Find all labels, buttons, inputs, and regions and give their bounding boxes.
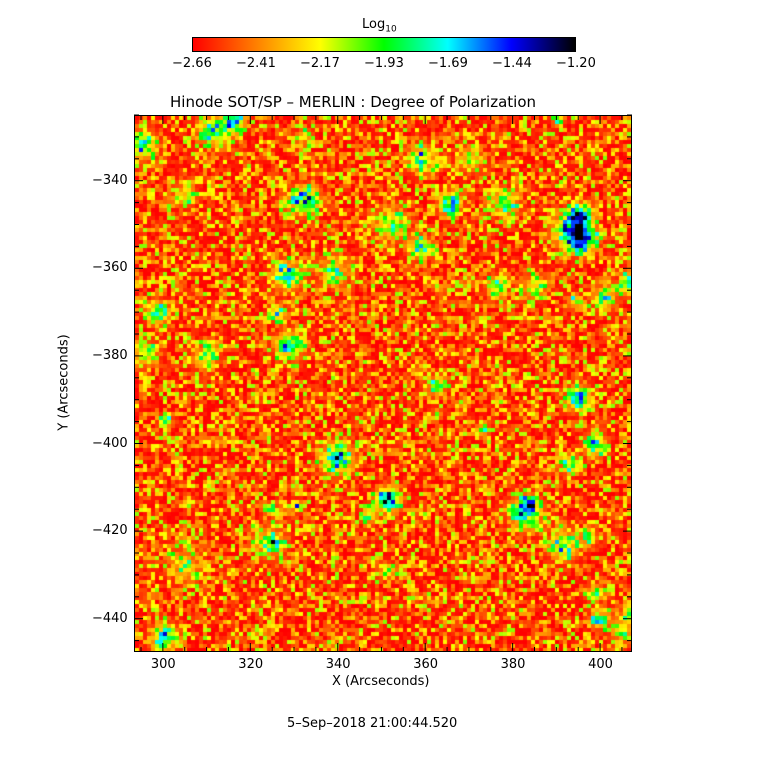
y-axis-label: Y (Arcseconds) xyxy=(56,334,72,431)
x-tick-label: 320 xyxy=(238,657,264,672)
colorbar-tick-label: −1.20 xyxy=(556,56,596,71)
y-tick-label: −400 xyxy=(92,435,128,451)
y-tick-label: −420 xyxy=(92,523,128,539)
footer-timestamp: 5–Sep–2018 21:00:44.520 xyxy=(287,716,458,731)
colorbar-tick-label: −1.69 xyxy=(428,56,468,71)
colorbar-tick-label: −1.93 xyxy=(364,56,404,71)
y-tick-label: −380 xyxy=(92,347,128,363)
y-tick-label: −440 xyxy=(92,610,128,626)
x-tick-label: 300 xyxy=(150,657,176,672)
plot-area xyxy=(134,115,632,652)
x-axis-label: X (Arcseconds) xyxy=(332,674,430,689)
heatmap-image xyxy=(135,116,631,651)
y-tick-label: −360 xyxy=(92,260,128,276)
colorbar-tick-label: −1.44 xyxy=(492,56,532,71)
chart-title: Hinode SOT/SP – MERLIN : Degree of Polar… xyxy=(170,93,536,111)
x-tick-label: 340 xyxy=(325,657,351,672)
colorbar-title: Log10 xyxy=(362,17,397,35)
x-tick-label: 380 xyxy=(500,657,526,672)
x-tick-label: 360 xyxy=(413,657,439,672)
colorbar xyxy=(192,37,576,52)
x-tick-label: 400 xyxy=(588,657,613,672)
colorbar-tick-label: −2.41 xyxy=(236,56,276,71)
colorbar-tick-label: −2.17 xyxy=(300,56,340,71)
y-tick-label: −340 xyxy=(92,172,128,188)
colorbar-tick-label: −2.66 xyxy=(172,56,212,71)
